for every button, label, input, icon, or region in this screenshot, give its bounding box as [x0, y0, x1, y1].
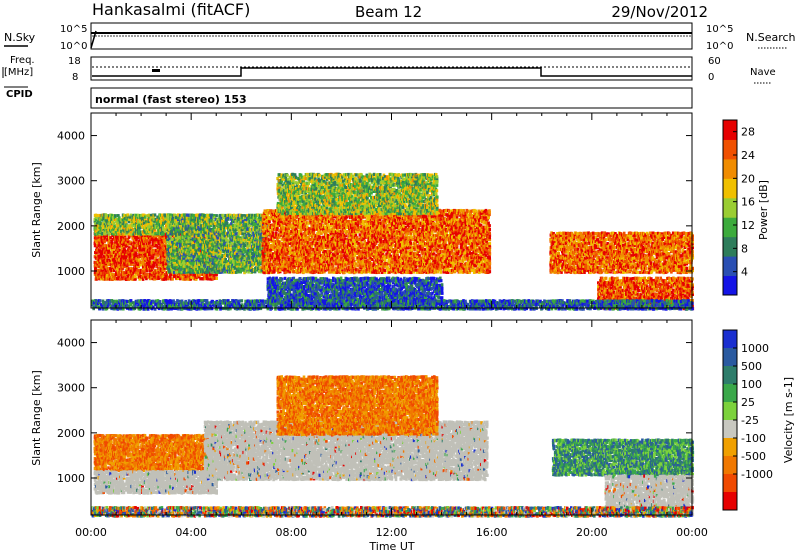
- beam-title: Beam 12: [355, 3, 422, 21]
- nave-tick-bottom: 0: [708, 72, 714, 83]
- nave-label: Nave: [750, 67, 776, 78]
- cpid-label: CPID: [6, 89, 33, 100]
- station-title: Hankasalmi (fitACF): [92, 0, 250, 19]
- nave-tick-top: 60: [708, 56, 721, 67]
- noise-tick-top-right: 10^5: [706, 24, 733, 35]
- nsearch-label: N.Search: [746, 31, 796, 44]
- freq-tick-bottom: 8: [72, 72, 78, 83]
- nsky-label: N.Sky: [4, 31, 36, 44]
- freq-line: [92, 68, 692, 76]
- cpid-text: normal (fast stereo) 153: [95, 93, 247, 106]
- noise-tick-bottom-right: 10^0: [706, 41, 733, 52]
- date-title: 29/Nov/2012: [611, 3, 708, 21]
- noise-panel: N.Sky 10^5 10^0 10^5 10^0 N.Search: [4, 23, 796, 52]
- cpid-row: normal (fast stereo) 153: [91, 88, 692, 108]
- freq-label-1: Freq.: [10, 55, 35, 66]
- noise-tick-bottom: 10^0: [60, 41, 87, 52]
- freq-label-2: [MHz]: [4, 67, 33, 78]
- freq-tick-top: 18: [68, 56, 81, 67]
- noise-tick-top: 10^5: [60, 24, 87, 35]
- plot-page: Hankasalmi (fitACF) Beam 12 29/Nov/2012 …: [0, 0, 800, 554]
- figure: Hankasalmi (fitACF) Beam 12 29/Nov/2012 …: [0, 0, 800, 554]
